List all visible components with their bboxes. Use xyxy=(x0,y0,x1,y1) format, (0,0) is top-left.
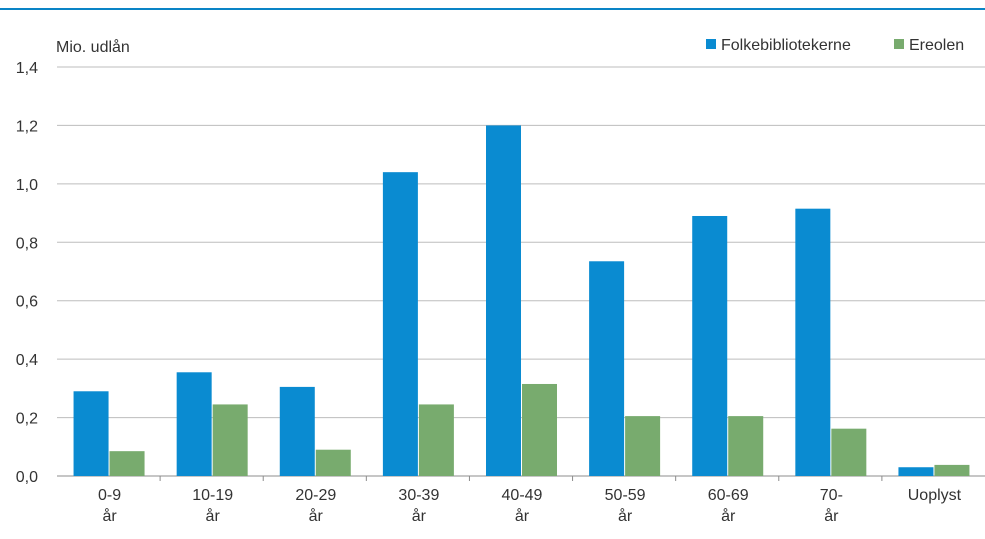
legend: Folkebibliotekerne Ereolen xyxy=(706,37,964,54)
bar-ereolen xyxy=(212,404,248,476)
y-tick-label: 1,0 xyxy=(16,177,38,194)
x-tick-label: Uoplyst xyxy=(908,487,962,504)
x-tick-label: 70- xyxy=(820,487,843,504)
bar-ereolen xyxy=(831,428,867,476)
bar-ereolen xyxy=(728,416,764,476)
y-tick-label: 0,4 xyxy=(16,352,38,369)
bars xyxy=(73,125,970,477)
bar-folkebibliotekerne xyxy=(898,467,934,476)
bar-ereolen xyxy=(522,383,557,476)
x-tick-label: år xyxy=(721,507,736,525)
bar-ereolen xyxy=(109,451,145,476)
bar-folkebibliotekerne xyxy=(73,391,109,476)
x-tick-label: 40-49 xyxy=(502,487,543,504)
x-tick-label: 0-9 xyxy=(98,487,121,504)
x-tick-label: år xyxy=(412,507,427,525)
bar-folkebibliotekerne xyxy=(176,372,212,476)
y-tick-label: 0,8 xyxy=(16,235,38,252)
y-tick-label: 0,2 xyxy=(16,411,38,428)
legend-swatch-folkebibliotekerne xyxy=(706,39,716,49)
bar-ereolen xyxy=(625,416,661,476)
y-tick-label: 1,2 xyxy=(16,118,38,135)
bar-folkebibliotekerne xyxy=(589,261,625,476)
x-tick-label: 20-29 xyxy=(295,487,336,504)
bar-ereolen xyxy=(934,464,970,476)
y-tick-label: 0,0 xyxy=(16,469,38,486)
bar-ereolen xyxy=(315,449,351,476)
x-tick-label: år xyxy=(206,507,221,525)
x-tick-label: år xyxy=(515,507,530,525)
y-tick-label: 0,6 xyxy=(16,294,38,311)
y-tick-label: 1,4 xyxy=(16,60,38,77)
legend-label-folkebibliotekerne: Folkebibliotekerne xyxy=(721,37,851,54)
legend-label-ereolen: Ereolen xyxy=(909,37,964,54)
x-tick-label: år xyxy=(102,507,117,525)
top-rule xyxy=(0,8,985,10)
bar-ereolen xyxy=(418,404,454,476)
x-tick-label: 60-69 xyxy=(708,487,749,504)
bar-folkebibliotekerne xyxy=(692,215,728,476)
y-axis-label: Mio. udlån xyxy=(56,38,130,56)
y-axis: 0,0 0,2 0,4 0,6 0,8 1,0 1,2 1,4 xyxy=(16,60,38,486)
legend-swatch-ereolen xyxy=(894,39,904,49)
bar-folkebibliotekerne xyxy=(486,125,521,476)
x-tick-label: 50-59 xyxy=(605,487,646,504)
bar-folkebibliotekerne xyxy=(279,386,315,476)
x-tick-label: år xyxy=(309,507,324,525)
x-tick-label: år xyxy=(618,507,633,525)
x-axis: 0-9 år 10-19 år 20-29 år 30-39 år 40-49 år 50-59 år… xyxy=(98,476,962,525)
x-tick-label: 10-19 xyxy=(192,487,233,504)
bar-folkebibliotekerne xyxy=(382,172,418,476)
x-tick-label: 30-39 xyxy=(398,487,439,504)
bar-folkebibliotekerne xyxy=(795,208,831,477)
x-tick-label: år xyxy=(824,507,839,525)
